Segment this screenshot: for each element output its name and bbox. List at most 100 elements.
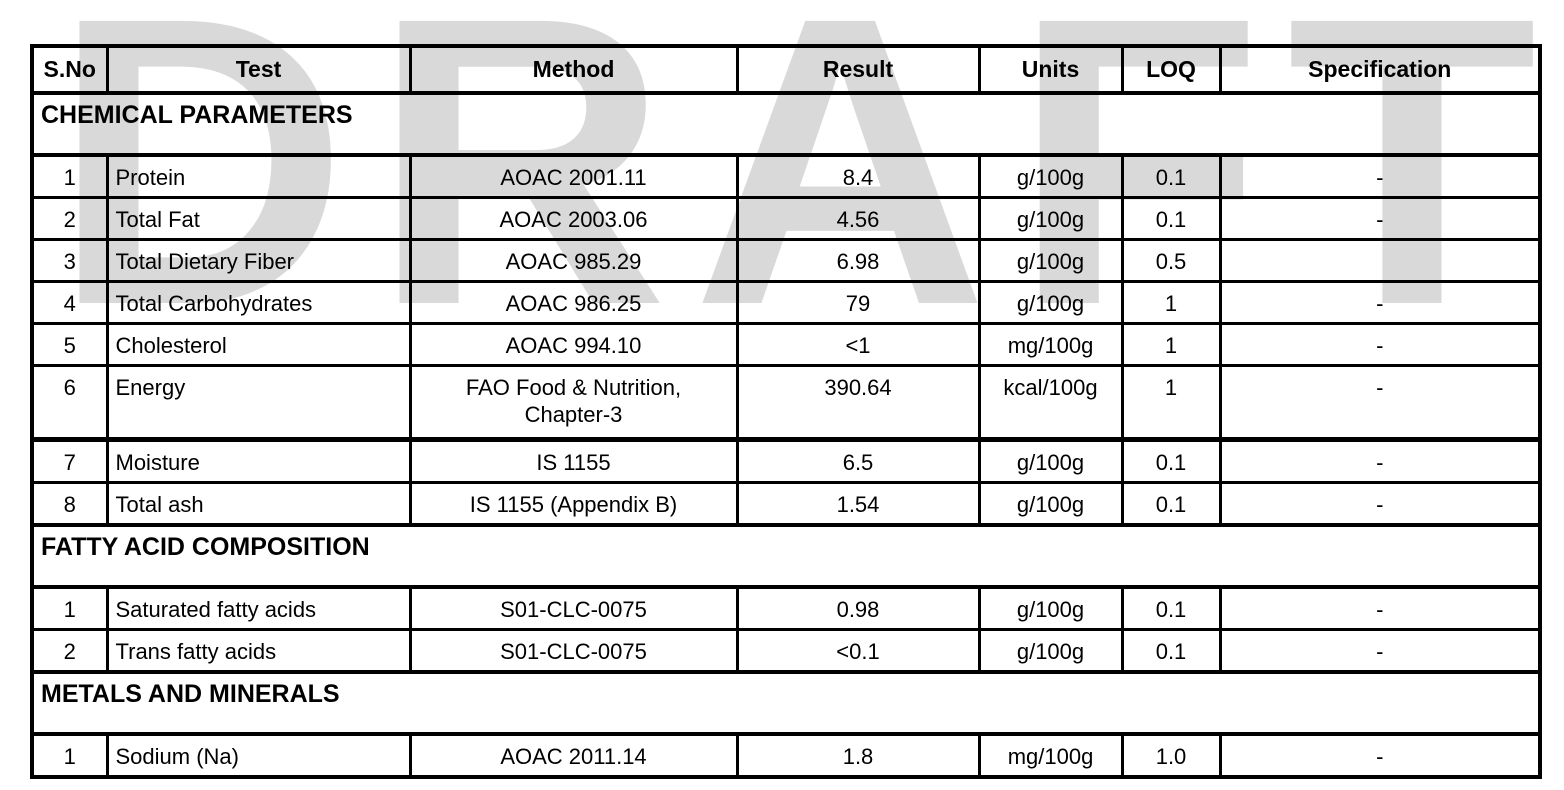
cell-result: <1 [735,322,981,367]
cell-loq: 1 [1120,322,1222,367]
cell-result: 390.64 [735,364,981,442]
cell-spec [1218,238,1542,283]
cell-loq: 0.1 [1120,196,1222,241]
cell-spec: - [1218,438,1542,484]
cell-units: g/100g [977,585,1124,631]
cell-spec: - [1218,280,1542,325]
cell-units: kcal/100g [977,364,1124,442]
table-row: 7 Moisture IS 1155 6.5 g/100g 0.1- [30,438,1542,484]
cell-spec: - [1218,153,1542,199]
table-row: 1 Saturated fatty acids S01-CLC-0075 0.98 g/… [30,585,1542,631]
cell-test: Total ash [105,481,412,527]
cell-result: 79 [735,280,981,325]
cell-spec: - [1218,196,1542,241]
cell-method: S01-CLC-0075 [408,628,739,674]
cell-sno: 2 [30,628,109,674]
cell-method: S01-CLC-0075 [408,585,739,631]
cell-result: 1.8 [735,732,981,779]
header-method: Method [408,44,739,95]
cell-method: FAO Food & Nutrition, Chapter-3 [408,364,739,442]
cell-test: Moisture [105,438,412,484]
cell-loq: 1 [1120,364,1222,442]
cell-units: g/100g [977,196,1124,241]
cell-sno: 8 [30,481,109,527]
table-row: 4 Total Carbohydrates AOAC 986.25 79 g/100g 1… [30,280,1542,325]
cell-sno: 7 [30,438,109,484]
cell-units: g/100g [977,153,1124,199]
cell-test: Total Dietary Fiber [105,238,412,283]
cell-loq: 0.1 [1120,153,1222,199]
header-specification: Specification [1218,44,1542,95]
cell-test: Energy [105,364,412,442]
cell-sno: 1 [30,153,109,199]
table-row: 6 Energy FAO Food & Nutrition, Chapter-3 39… [30,364,1542,442]
cell-result: 1.54 [735,481,981,527]
table-row: 3 Total Dietary Fiber AOAC 985.29 6.98 g/100… [30,238,1542,283]
cell-method: AOAC 2001.11 [408,153,739,199]
cell-test: Total Carbohydrates [105,280,412,325]
cell-spec: - [1218,732,1542,779]
header-loq: LOQ [1120,44,1222,95]
cell-method: AOAC 994.10 [408,322,739,367]
table-body: CHEMICAL PARAMETERS 1 Protein AOAC 2001.11 8… [30,91,1542,779]
section-title: METALS AND MINERALS [30,670,1542,736]
cell-method: IS 1155 [408,438,739,484]
cell-test: Sodium (Na) [105,732,412,779]
cell-sno: 3 [30,238,109,283]
cell-result: 0.98 [735,585,981,631]
test-results-table: S.No Test Method Result Units LOQ Specif… [30,44,1542,779]
cell-spec: - [1218,322,1542,367]
cell-units: g/100g [977,280,1124,325]
section-header-row: CHEMICAL PARAMETERS [30,91,1542,157]
cell-test: Trans fatty acids [105,628,412,674]
cell-units: g/100g [977,481,1124,527]
cell-sno: 5 [30,322,109,367]
cell-result: <0.1 [735,628,981,674]
section-title: CHEMICAL PARAMETERS [30,91,1542,157]
cell-test: Cholesterol [105,322,412,367]
section-header-row: METALS AND MINERALS [30,670,1542,736]
cell-loq: 1 [1120,280,1222,325]
table-row: 2 Total Fat AOAC 2003.06 4.56 g/100g 0.1- [30,196,1542,241]
cell-units: g/100g [977,628,1124,674]
section-header-row: FATTY ACID COMPOSITION [30,523,1542,589]
cell-result: 6.5 [735,438,981,484]
header-test: Test [105,44,412,95]
cell-method: AOAC 985.29 [408,238,739,283]
cell-result: 6.98 [735,238,981,283]
cell-sno: 4 [30,280,109,325]
cell-units: g/100g [977,238,1124,283]
table-row: 5 Cholesterol AOAC 994.10 <1 mg/100g 1- [30,322,1542,367]
cell-test: Protein [105,153,412,199]
cell-spec: - [1218,628,1542,674]
cell-result: 8.4 [735,153,981,199]
cell-spec: - [1218,585,1542,631]
cell-test: Total Fat [105,196,412,241]
cell-spec: - [1218,364,1542,442]
header-units: Units [977,44,1124,95]
cell-units: g/100g [977,438,1124,484]
cell-loq: 0.5 [1120,238,1222,283]
cell-sno: 1 [30,585,109,631]
section-title: FATTY ACID COMPOSITION [30,523,1542,589]
cell-sno: 6 [30,364,109,442]
cell-loq: 0.1 [1120,438,1222,484]
cell-method: AOAC 986.25 [408,280,739,325]
cell-sno: 1 [30,732,109,779]
cell-loq: 0.1 [1120,481,1222,527]
cell-method: IS 1155 (Appendix B) [408,481,739,527]
cell-loq: 1.0 [1120,732,1222,779]
cell-test: Saturated fatty acids [105,585,412,631]
cell-spec: - [1218,481,1542,527]
cell-loq: 0.1 [1120,628,1222,674]
table-header: S.No Test Method Result Units LOQ Specif… [30,44,1542,95]
table-row: 1 Protein AOAC 2001.11 8.4 g/100g 0.1- [30,153,1542,199]
cell-sno: 2 [30,196,109,241]
header-row: S.No Test Method Result Units LOQ Specif… [30,44,1542,95]
table-row: 2 Trans fatty acids S01-CLC-0075 <0.1 g/100g… [30,628,1542,674]
cell-units: mg/100g [977,322,1124,367]
table-row: 1 Sodium (Na) AOAC 2011.14 1.8 mg/100g 1.0- [30,732,1542,779]
table-row: 8 Total ash IS 1155 (Appendix B) 1.54 g/100g… [30,481,1542,527]
cell-method: AOAC 2003.06 [408,196,739,241]
cell-loq: 0.1 [1120,585,1222,631]
